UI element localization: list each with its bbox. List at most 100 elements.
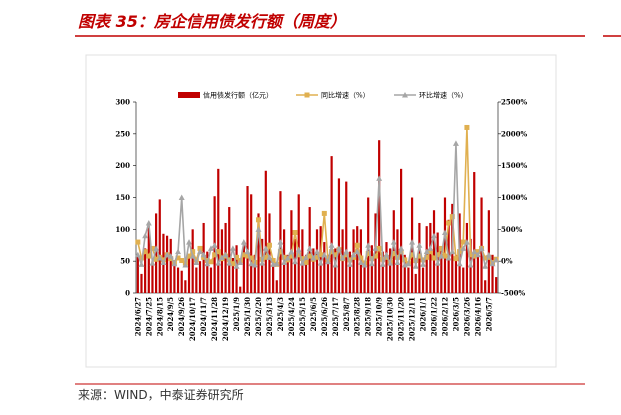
marker <box>292 258 299 265</box>
bar <box>491 254 494 293</box>
marker <box>383 251 390 258</box>
marker <box>354 248 361 255</box>
bar <box>400 168 403 293</box>
bar <box>330 156 333 293</box>
marker <box>321 251 328 258</box>
bar <box>242 242 245 293</box>
bar <box>465 222 469 293</box>
marker <box>485 251 492 258</box>
marker <box>482 255 488 261</box>
marker <box>281 254 287 260</box>
x-tick-label: 2025/7/17 <box>331 297 340 336</box>
x-tick-label: 2024/8/15 <box>155 297 164 336</box>
marker <box>292 230 298 236</box>
bar <box>440 248 443 293</box>
x-tick-label: 2025/4/24 <box>287 297 296 336</box>
marker <box>303 259 309 265</box>
bar <box>473 172 476 293</box>
bar <box>429 222 432 293</box>
y2-tick-label: 1000% <box>501 193 527 202</box>
y-tick-label: 100 <box>115 225 130 234</box>
bar <box>165 235 169 293</box>
bar <box>253 254 256 293</box>
bar <box>239 286 242 293</box>
marker <box>138 255 144 261</box>
marker <box>339 254 346 261</box>
marker <box>361 261 368 268</box>
marker <box>463 239 470 245</box>
bar <box>414 273 417 293</box>
x-tick-label: 2025/1/9 <box>232 297 241 331</box>
bar <box>389 248 392 293</box>
marker <box>307 253 313 259</box>
marker <box>218 254 225 260</box>
chart-frame <box>85 54 557 368</box>
marker <box>329 249 335 255</box>
marker <box>460 245 467 251</box>
legend-label: 环比增速（%） <box>419 91 468 100</box>
marker <box>438 253 445 259</box>
marker <box>489 260 496 267</box>
marker <box>350 251 357 258</box>
bar <box>484 280 487 293</box>
marker <box>234 254 240 260</box>
x-tick-label: 2025/6/5 <box>309 297 318 331</box>
marker <box>441 229 448 236</box>
bar <box>323 242 326 293</box>
marker <box>394 254 400 260</box>
marker <box>394 259 401 265</box>
marker <box>324 258 331 265</box>
bar <box>151 261 154 293</box>
marker <box>423 248 430 255</box>
bar <box>195 267 198 293</box>
x-tick-label: 2024/6/27 <box>133 297 142 336</box>
marker <box>413 258 419 264</box>
bar <box>407 267 410 293</box>
marker <box>369 256 375 262</box>
bar <box>264 170 267 293</box>
marker <box>467 261 474 268</box>
marker <box>464 124 470 130</box>
marker <box>306 245 313 251</box>
marker <box>347 257 353 263</box>
marker <box>424 254 430 260</box>
bar <box>261 238 264 293</box>
y-tick-label: 300 <box>115 98 130 107</box>
bar <box>495 277 498 293</box>
marker <box>434 260 441 266</box>
bar <box>206 251 209 293</box>
bar <box>326 254 330 293</box>
marker <box>208 259 214 265</box>
source: 来源：WIND，中泰证券研究所 <box>78 387 244 402</box>
x-tick-label: 2025/8/7 <box>342 297 351 331</box>
marker <box>201 254 207 260</box>
marker <box>478 245 485 251</box>
bar <box>334 248 337 293</box>
x-tick-label: 2024/11/7 <box>199 297 208 336</box>
marker <box>368 260 375 267</box>
marker <box>200 251 207 258</box>
bar <box>209 267 213 293</box>
x-tick-label: 2026/2/12 <box>440 297 449 336</box>
marker <box>215 249 221 255</box>
marker <box>262 245 269 251</box>
marker <box>468 252 474 258</box>
marker <box>387 260 394 266</box>
bar <box>363 267 366 293</box>
marker <box>175 255 181 261</box>
y-tick-label: 200 <box>115 161 130 170</box>
x-tick-label: 2026/3/5 <box>451 297 460 331</box>
marker <box>142 249 148 255</box>
x-tick-label: 2025/2/20 <box>254 297 263 336</box>
marker <box>189 253 196 259</box>
marker <box>134 251 141 258</box>
x-tick-label: 2025/3/13 <box>265 297 274 336</box>
marker <box>153 245 160 251</box>
bar <box>385 242 388 293</box>
marker <box>251 261 258 268</box>
bar <box>348 251 352 293</box>
x-tick-label: 2025/8/28 <box>353 297 362 336</box>
x-tick-label: 2026/1/1 <box>419 297 428 331</box>
legend-marker <box>402 92 408 98</box>
bar <box>352 229 355 293</box>
